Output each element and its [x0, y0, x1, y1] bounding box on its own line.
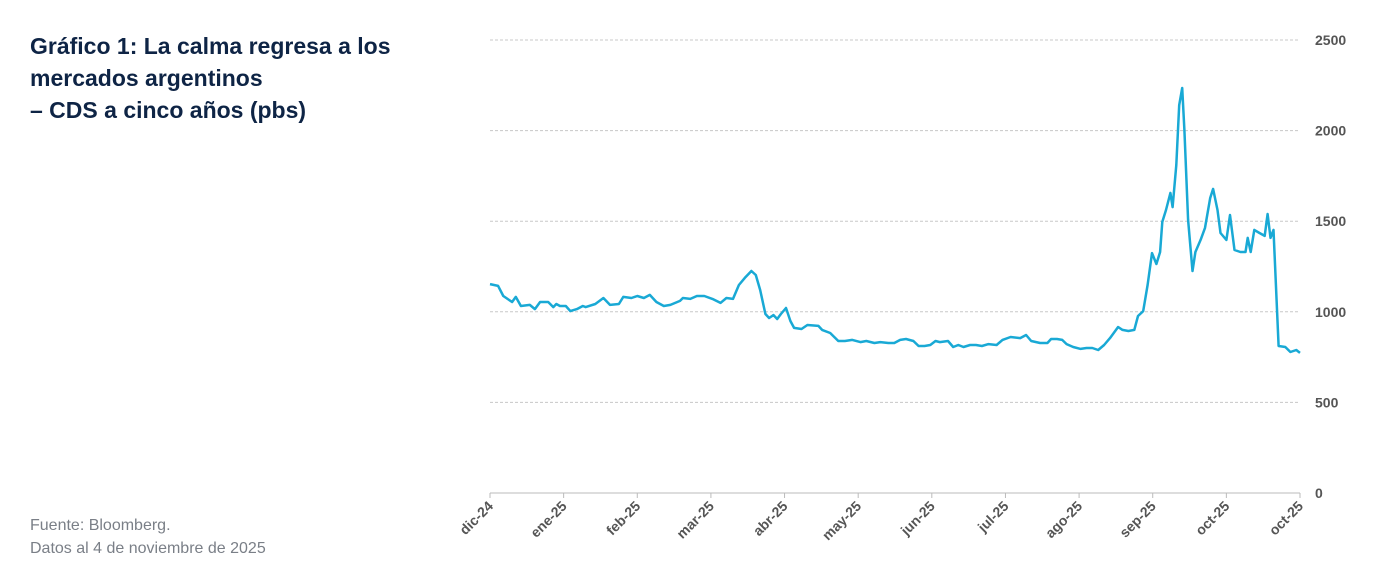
x-tick-label: sep-25 — [1116, 498, 1159, 541]
x-tick-label: ene-25 — [527, 498, 570, 541]
x-tick-label: ago-25 — [1042, 498, 1085, 541]
x-tick-label: jun-25 — [897, 498, 938, 539]
y-tick-label: 0 — [1315, 485, 1323, 501]
y-tick-label: 2500 — [1315, 32, 1346, 48]
x-tick-label: jul-25 — [974, 498, 1012, 536]
line-series — [489, 86, 1301, 354]
y-tick-label: 2000 — [1315, 123, 1346, 139]
x-tick-label: may-25 — [819, 498, 865, 544]
source: Fuente: Bloomberg. — [30, 517, 171, 534]
note: Datos al 4 de noviembre de 2025 — [30, 540, 266, 557]
chart-title: Gráfico 1: La calma regresa a los — [30, 33, 391, 59]
y-tick-label: 500 — [1315, 394, 1339, 410]
x-tick-label: oct-25 — [1192, 498, 1233, 539]
chart-title: mercados argentinos — [30, 65, 263, 91]
x-tick-label: mar-25 — [673, 498, 717, 542]
x-tick-label: abr-25 — [750, 498, 791, 539]
y-tick-label: 1500 — [1315, 213, 1346, 229]
x-tick-label: dic-24 — [456, 498, 496, 538]
y-tick-label: 1000 — [1315, 304, 1346, 320]
x-tick-label: oct-25 — [1266, 498, 1307, 539]
chart-title: – CDS a cinco años (pbs) — [30, 97, 306, 123]
x-tick-label: feb-25 — [603, 498, 644, 539]
